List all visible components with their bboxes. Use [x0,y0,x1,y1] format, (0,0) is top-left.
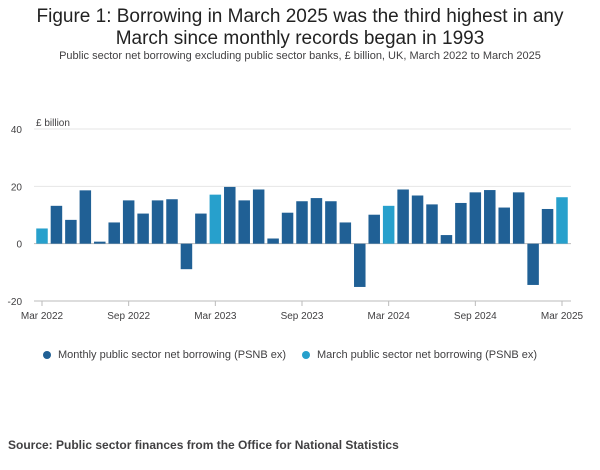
y-axis-label: £ billion [36,118,70,129]
x-tick-label: Sep 2024 [454,311,497,322]
bar-dec-2022 [166,199,178,244]
bar-march-mar-2024 [382,205,395,244]
legend-swatch-march [302,351,310,359]
legend-swatch-monthly [43,351,51,359]
x-tick-label: Sep 2022 [107,311,150,322]
bar-apr-2024 [397,189,409,244]
bar-feb-2024 [368,214,380,244]
x-tick-label: Mar 2022 [21,311,64,322]
bar-dec-2023 [339,222,352,244]
bar-sep-2024 [469,192,482,244]
chart-title: Figure 1: Borrowing in March 2025 was th… [36,6,564,49]
legend-label-monthly: Monthly public sector net borrowing (PSN… [58,349,287,361]
bar-jul-2023 [267,238,279,244]
bar-jun-2023 [252,189,265,244]
bar-jun-2024 [426,204,438,244]
bar-jun-2022 [79,190,92,244]
x-tick-label: Mar 2023 [194,311,237,322]
bar-nov-2024 [498,207,510,244]
bar-dec-2024 [512,192,525,244]
bar-apr-2023 [224,186,236,244]
bar-aug-2023 [281,212,294,244]
legend-item-march: March public sector net borrowing (PSNB … [302,349,537,361]
chart-subtitle: Public sector net borrowing excluding pu… [59,50,541,62]
bar-march-mar-2023 [209,194,222,244]
y-tick-label: 20 [11,182,23,193]
legend-item-monthly: Monthly public sector net borrowing (PSN… [43,349,286,361]
y-tick-label: -20 [8,297,23,308]
bar-jan-2023 [180,243,193,270]
bar-march-mar-2025 [556,197,568,244]
bar-sep-2023 [296,201,308,244]
bar-oct-2023 [310,198,323,244]
bar-jan-2025 [527,243,539,285]
bar-jan-2024 [354,243,366,287]
bar-may-2024 [411,195,424,244]
bar-nov-2022 [151,200,164,244]
source-note: Source: Public sector finances from the … [8,438,399,452]
y-tick-label: 0 [16,240,22,251]
bar-oct-2022 [137,213,149,244]
x-tick-label: Sep 2023 [281,311,324,322]
bar-jul-2022 [94,241,106,244]
bar-sep-2022 [122,200,135,244]
bar-feb-2025 [541,208,554,244]
x-tick-label: Mar 2025 [541,311,584,322]
bar-nov-2023 [325,201,337,244]
bar-jul-2024 [440,235,453,244]
bar-oct-2024 [484,190,496,244]
bar-march-mar-2022 [36,228,48,244]
y-tick-label: 40 [11,125,23,136]
bar-aug-2022 [108,222,120,244]
bar-feb-2023 [195,213,207,244]
x-tick-label: Mar 2024 [368,311,411,322]
legend-label-march: March public sector net borrowing (PSNB … [317,349,538,361]
bar-may-2022 [65,219,77,244]
bar-aug-2024 [455,202,467,244]
bar-apr-2022 [50,205,63,244]
bar-may-2023 [238,200,250,244]
